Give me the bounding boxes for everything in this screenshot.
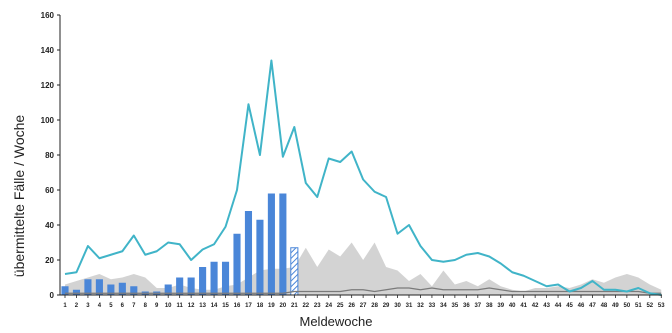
- x-tick-label: 2: [75, 303, 79, 309]
- x-tick-label: 8: [144, 303, 148, 309]
- y-tick-label: 0: [50, 291, 55, 300]
- bar-week-7: [130, 286, 138, 295]
- bar-week-13: [199, 267, 207, 295]
- x-tick-label: 1: [63, 303, 67, 309]
- x-tick-label: 38: [486, 303, 493, 309]
- x-tick-label: 51: [635, 303, 642, 309]
- x-tick-label: 21: [291, 303, 298, 309]
- x-tick-label: 28: [371, 303, 378, 309]
- x-tick-label: 47: [589, 303, 596, 309]
- x-tick-label: 39: [497, 303, 504, 309]
- x-tick-label: 36: [463, 303, 470, 309]
- area-series: [65, 242, 662, 295]
- bar-week-10: [164, 284, 172, 295]
- x-tick-label: 15: [222, 303, 229, 309]
- x-tick-label: 4: [98, 303, 102, 309]
- x-tick-label: 24: [325, 303, 332, 309]
- bar-week-21-hatched: [290, 247, 299, 296]
- previous-years-area: [65, 242, 662, 295]
- x-tick-label: 43: [543, 303, 550, 309]
- axes: [59, 15, 662, 296]
- x-tick-label: 18: [257, 303, 264, 309]
- bar-week-14: [210, 261, 218, 295]
- bar-week-19: [267, 193, 275, 295]
- x-tick-label: 29: [383, 303, 390, 309]
- bar-week-3: [84, 279, 92, 295]
- x-tick-label: 42: [532, 303, 539, 309]
- bar-week-17: [244, 211, 253, 295]
- y-tick-label: 20: [45, 256, 54, 265]
- x-tick-label: 30: [394, 303, 401, 309]
- y-tick-label: 80: [45, 151, 54, 160]
- x-tick-label: 45: [566, 303, 573, 309]
- x-tick-label: 14: [211, 303, 218, 309]
- bar-week-20: [279, 193, 287, 295]
- x-tick-label: 3: [86, 303, 90, 309]
- x-tick-label: 7: [132, 303, 136, 309]
- x-tick-label: 17: [245, 303, 252, 309]
- x-tick-label: 22: [302, 303, 309, 309]
- x-tick-label: 11: [176, 303, 183, 309]
- x-tick-label: 5: [109, 303, 113, 309]
- x-tick-label: 40: [509, 303, 516, 309]
- x-tick-label: 20: [280, 303, 287, 309]
- x-tick-label: 46: [578, 303, 585, 309]
- bar-week-12: [187, 277, 195, 295]
- x-tick-label: 33: [429, 303, 436, 309]
- teal-line-series: [64, 59, 662, 296]
- x-tick-label: 6: [121, 303, 125, 309]
- y-tick-label: 140: [41, 46, 55, 55]
- x-tick-label: 16: [234, 303, 241, 309]
- x-axis-label: Meldewoche: [300, 314, 373, 329]
- x-tick-label: 25: [337, 303, 344, 309]
- y-axis-label: übermittelte Fälle / Woche: [11, 115, 27, 278]
- x-tick-label: 41: [520, 303, 527, 309]
- bar-week-4: [95, 279, 103, 295]
- bar-week-6: [118, 282, 126, 295]
- y-tick-label: 60: [45, 186, 54, 195]
- y-tick-label: 160: [41, 11, 55, 20]
- x-tick-label: 37: [474, 303, 481, 309]
- bar-series: [61, 193, 299, 296]
- x-tick-label: 53: [658, 303, 665, 309]
- x-tick-label: 10: [165, 303, 172, 309]
- line-series: [64, 59, 662, 296]
- bar-week-1: [61, 286, 69, 295]
- x-axis-ticks: 1 2 3 4 5 6 7 8 9 10 11 12 13 14 15 16 17 18 19 20 21 22 23 24 2…: [63, 295, 665, 309]
- x-tick-label: 34: [440, 303, 447, 309]
- bar-week-15: [221, 261, 230, 295]
- x-tick-label: 26: [348, 303, 355, 309]
- bar-week-11: [176, 277, 184, 295]
- bar-week-2: [72, 289, 81, 295]
- x-tick-label: 32: [417, 303, 424, 309]
- y-tick-label: 40: [45, 221, 54, 230]
- x-tick-label: 13: [199, 303, 206, 309]
- bar-week-18: [256, 219, 264, 295]
- x-tick-label: 52: [646, 303, 653, 309]
- y-tick-label: 120: [41, 81, 55, 90]
- y-axis-ticks: 0 20 40 60 80 100 120 140 160: [41, 11, 60, 300]
- x-tick-label: 9: [155, 303, 159, 309]
- bar-week-16: [233, 233, 241, 295]
- x-tick-label: 44: [555, 303, 562, 309]
- x-tick-label: 12: [188, 303, 195, 309]
- x-tick-label: 48: [601, 303, 608, 309]
- bar-week-5: [107, 284, 115, 295]
- x-tick-label: 23: [314, 303, 321, 309]
- y-tick-label: 100: [41, 116, 55, 125]
- x-tick-label: 50: [624, 303, 631, 309]
- x-tick-label: 27: [360, 303, 367, 309]
- x-tick-label: 35: [452, 303, 459, 309]
- x-tick-label: 19: [268, 303, 275, 309]
- dark-line-series: [65, 287, 662, 294]
- x-tick-label: 31: [406, 303, 413, 309]
- x-tick-label: 49: [612, 303, 619, 309]
